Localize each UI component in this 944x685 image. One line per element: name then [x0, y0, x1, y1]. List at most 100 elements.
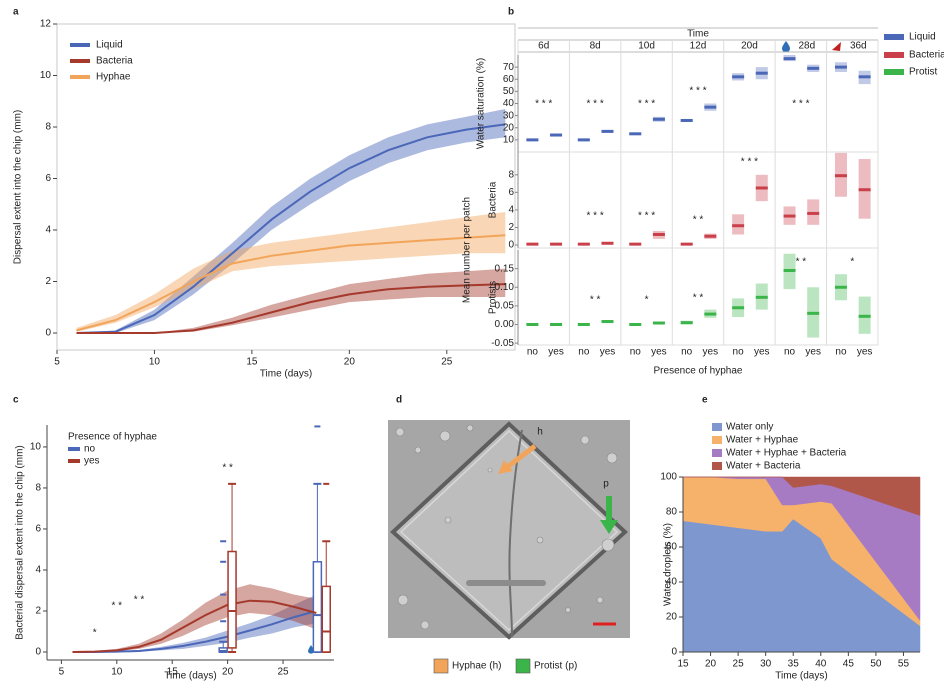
droplet	[414, 446, 422, 454]
series-line	[76, 123, 506, 334]
y-axis-title: Bacterial dispersal extent into the chip…	[15, 445, 26, 640]
header: Time	[687, 29, 709, 40]
legend-label: Water only	[726, 422, 773, 433]
x-tick-label: 5	[54, 357, 60, 368]
panel-label: d	[396, 395, 402, 406]
y-tick-label: 6	[45, 173, 51, 184]
y-tick-label: 10	[30, 442, 42, 453]
mean-marker	[858, 314, 871, 318]
legend-label: Hyphae (h)	[452, 661, 501, 672]
mean-marker	[601, 129, 614, 133]
droplet	[397, 594, 409, 606]
y-tick-label: 8	[35, 483, 41, 494]
y-tick-label: 0	[508, 240, 514, 251]
x-tick-label: no	[681, 347, 693, 358]
legend-swatch	[712, 436, 722, 444]
area	[683, 476, 921, 516]
mean-marker	[680, 242, 693, 246]
legend-label: Protist (p)	[534, 661, 577, 672]
y-axis-title: Dispersal extent into the chip (mm)	[13, 110, 24, 265]
mean-marker	[755, 295, 768, 299]
x-tick-label: 10	[111, 667, 123, 678]
legend-swatch	[712, 423, 722, 431]
mean-marker	[807, 211, 820, 215]
box	[218, 647, 228, 653]
y-tick-label: 0	[45, 328, 51, 339]
legend-label: Bacteria	[909, 50, 944, 61]
significance: * *	[693, 215, 704, 226]
legend-label: Protist	[909, 67, 938, 78]
mean-marker	[629, 242, 642, 246]
mean-marker	[732, 75, 745, 79]
mean-marker	[601, 320, 614, 324]
x-tick-label: 5	[59, 667, 65, 678]
x-tick-label: 25	[441, 357, 453, 368]
panel-label: b	[508, 7, 514, 18]
series-line	[76, 283, 506, 334]
droplets	[395, 424, 618, 630]
confidence-band	[72, 594, 317, 652]
droplet	[487, 467, 493, 473]
y-tick-label: 12	[40, 19, 52, 30]
mean-marker	[629, 323, 642, 327]
group-label: 36d	[850, 41, 867, 52]
mean-marker	[783, 57, 796, 61]
significance: * *	[693, 293, 704, 304]
legend-label: Water + Hyphae	[726, 435, 799, 446]
droplet	[466, 424, 474, 432]
x-axis-title: Time (days)	[164, 671, 216, 682]
significance: * *	[134, 595, 145, 606]
y-tick-label: 80	[666, 507, 678, 518]
significance: * * *	[587, 211, 604, 222]
significance: * * *	[689, 86, 706, 97]
droplet	[395, 427, 405, 437]
legend-title: Presence of hyphae	[68, 432, 157, 443]
water-drop-icon	[308, 645, 314, 654]
significance: * *	[590, 295, 601, 306]
y-tick-label: 2	[45, 276, 51, 287]
mean-marker	[601, 241, 614, 245]
row-label: Protists	[488, 281, 499, 314]
significance: * *	[222, 463, 233, 474]
x-tick-label: 45	[843, 659, 855, 670]
droplet	[596, 596, 604, 604]
mean-marker	[526, 242, 539, 246]
box	[321, 585, 331, 653]
panel-label: c	[13, 395, 19, 406]
significance: * * *	[638, 211, 655, 222]
mean-marker	[680, 321, 693, 325]
x-tick-label: yes	[703, 347, 719, 358]
significance: *	[645, 295, 649, 306]
y-tick-label: -0.05	[491, 338, 514, 349]
group-label: 20d	[741, 41, 758, 52]
x-axis-title: Presence of hyphae	[654, 366, 743, 377]
droplet	[536, 536, 544, 544]
mean-marker	[834, 285, 847, 289]
mean-marker	[652, 117, 665, 121]
y-tick-label: 10	[503, 135, 515, 146]
arrow-label: h	[537, 427, 543, 438]
droplet	[606, 452, 618, 464]
box-outlier	[323, 482, 330, 485]
group-label: 6d	[538, 41, 549, 52]
x-tick-label: 55	[898, 659, 910, 670]
y-tick-label: 0	[671, 647, 677, 658]
legend-swatch	[712, 462, 722, 470]
y-tick-label: 40	[666, 577, 678, 588]
legend-swatch	[515, 658, 531, 674]
mean-marker	[652, 232, 665, 236]
x-tick-label: 25	[277, 667, 289, 678]
y-tick-label: 60	[666, 542, 678, 553]
x-tick-label: yes	[548, 347, 564, 358]
mean-marker	[577, 323, 590, 327]
y-tick-label: 50	[503, 86, 515, 97]
bacteria-icon	[832, 42, 841, 51]
significance: *	[93, 628, 97, 639]
significance: * *	[112, 601, 123, 612]
plot-frame	[56, 23, 516, 351]
mean-marker	[577, 138, 590, 142]
y-tick-label: 60	[503, 74, 515, 85]
legend-swatch	[884, 69, 904, 75]
y-tick-label: 6	[508, 187, 514, 198]
mean-marker	[704, 234, 717, 238]
